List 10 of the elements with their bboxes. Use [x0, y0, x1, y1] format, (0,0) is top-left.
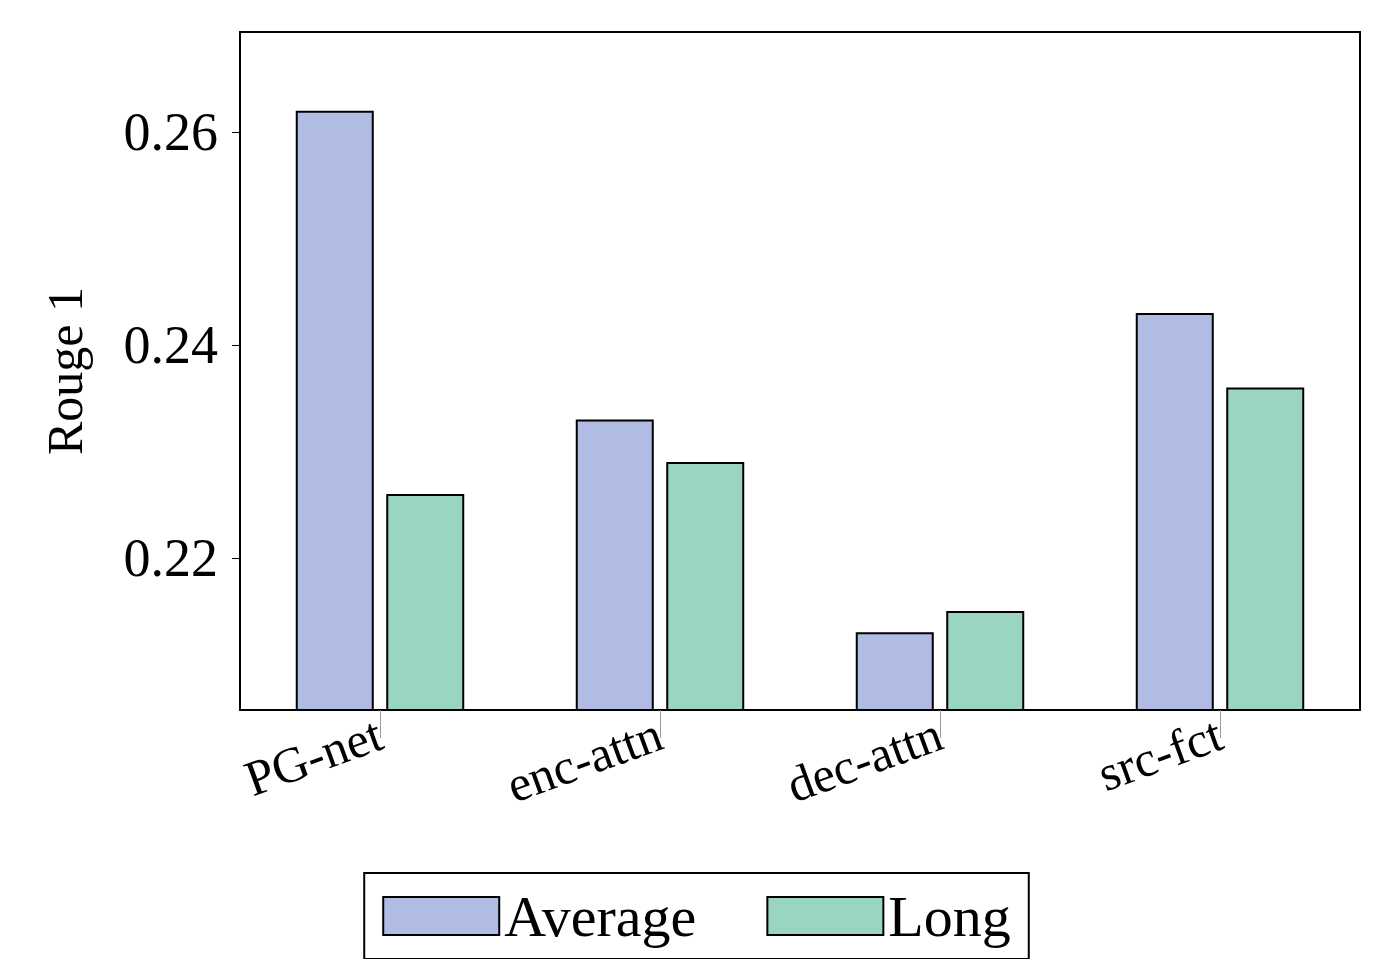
x-tick-label: PG-net [237, 705, 390, 807]
y-tick-label: 0.22 [123, 527, 218, 588]
x-tick-label: dec-attn [779, 705, 950, 814]
x-tick-label: src-fct [1090, 705, 1230, 802]
y-axis-title: Rouge 1 [37, 286, 93, 456]
y-tick-label: 0.24 [123, 314, 218, 375]
legend-label: Long [888, 883, 1011, 949]
legend-label: Average [504, 883, 697, 949]
x-tick-label: enc-attn [499, 705, 670, 814]
y-tick-label: 0.26 [123, 102, 218, 163]
